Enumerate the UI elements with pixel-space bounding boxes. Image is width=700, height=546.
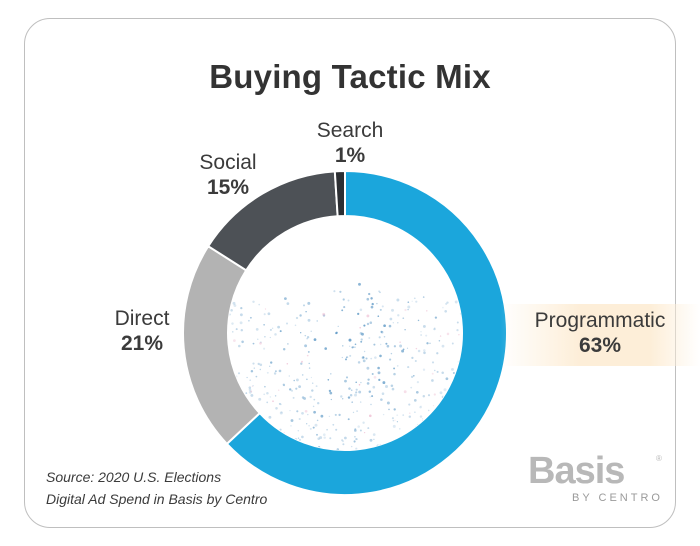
logo-registered-mark: ® — [656, 454, 662, 463]
source-note: Source: 2020 U.S. Elections Digital Ad S… — [46, 466, 267, 511]
particle-dot — [229, 455, 230, 456]
label-programmatic-value: 63% — [578, 334, 622, 358]
label-programmatic-name: Programmatic — [534, 309, 666, 332]
slice-search — [333, 169, 346, 218]
label-direct: Direct 21% — [92, 306, 192, 356]
basis-logo: Basis ® BY CENTRO — [528, 452, 668, 504]
logo-brand: Basis — [528, 450, 625, 492]
label-social-name: Social — [199, 151, 257, 174]
source-line-2: Digital Ad Spend in Basis by Centro — [46, 491, 268, 508]
chart-title: Buying Tactic Mix — [209, 58, 491, 95]
label-social-value: 15% — [206, 176, 250, 200]
source-line-1: Source: 2020 U.S. Elections — [46, 469, 222, 485]
label-programmatic: Programmatic 63% — [500, 304, 700, 366]
logo-subtitle: BY CENTRO — [572, 492, 663, 504]
inner-haze — [228, 216, 462, 450]
label-direct-value: 21% — [120, 332, 164, 356]
label-direct-name: Direct — [114, 307, 170, 330]
label-search: Search 1% — [300, 118, 400, 168]
label-social: Social 15% — [178, 150, 278, 200]
label-search-value: 1% — [334, 144, 366, 168]
label-search-name: Search — [316, 119, 384, 142]
